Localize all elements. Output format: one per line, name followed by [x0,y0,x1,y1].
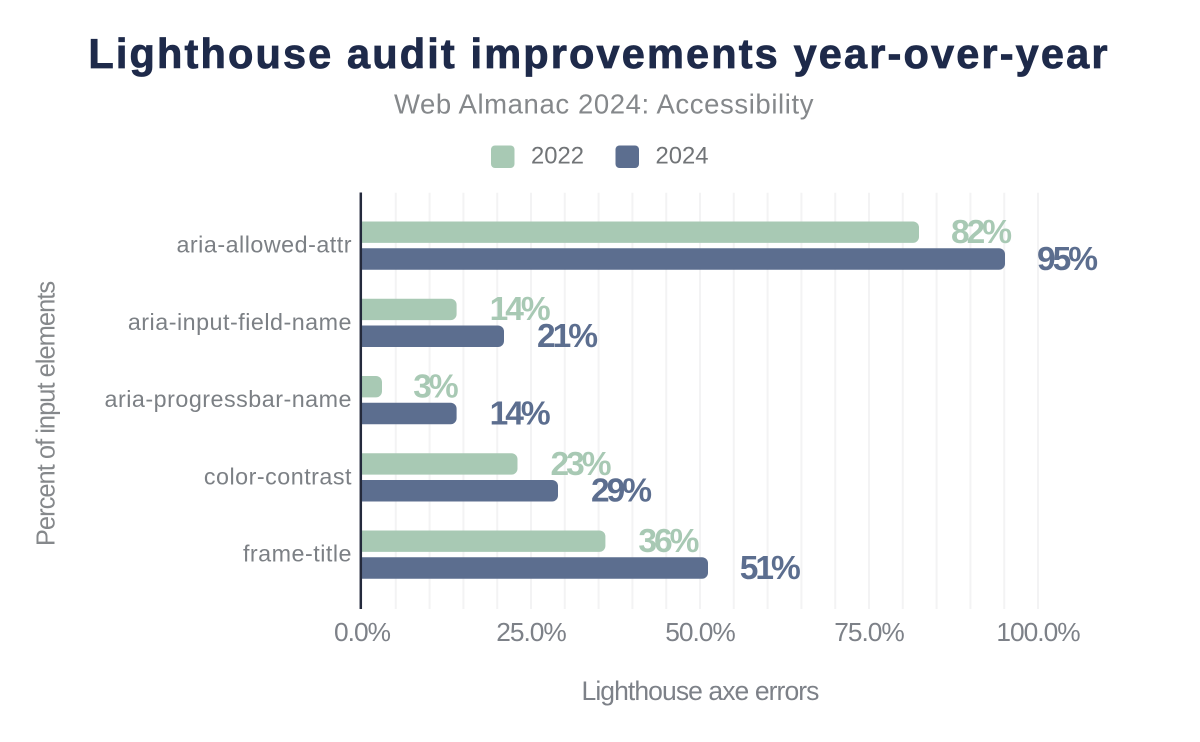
svg-text:0.0%: 0.0% [334,617,391,647]
svg-text:36%: 36% [638,523,698,560]
svg-text:aria-progressbar-name: aria-progressbar-name [105,386,352,412]
svg-text:color-contrast: color-contrast [204,463,352,489]
svg-text:frame-title: frame-title [243,541,352,567]
svg-text:82%: 82% [951,214,1011,251]
svg-text:50.0%: 50.0% [665,617,735,647]
svg-text:25.0%: 25.0% [496,617,566,647]
svg-text:14%: 14% [490,395,550,432]
svg-text:aria-allowed-attr: aria-allowed-attr [176,232,352,258]
svg-text:aria-input-field-name: aria-input-field-name [128,309,352,335]
svg-text:Lighthouse audit improvements: Lighthouse audit improvements year-over-… [88,30,1109,77]
svg-text:95%: 95% [1037,241,1097,278]
svg-text:14%: 14% [490,291,550,328]
svg-text:Percent of input elements: Percent of input elements [33,282,61,546]
svg-text:Web Almanac 2024: Accessibilit: Web Almanac 2024: Accessibility [394,89,814,120]
svg-text:3%: 3% [413,369,458,406]
svg-text:51%: 51% [740,550,800,587]
svg-text:75.0%: 75.0% [834,617,904,647]
svg-text:29%: 29% [591,473,651,510]
svg-text:23%: 23% [551,446,611,483]
svg-text:21%: 21% [537,318,597,355]
svg-text:2024: 2024 [656,143,709,170]
svg-text:100.0%: 100.0% [996,617,1080,647]
svg-text:2022: 2022 [531,143,584,170]
svg-text:Lighthouse axe errors: Lighthouse axe errors [582,676,820,706]
